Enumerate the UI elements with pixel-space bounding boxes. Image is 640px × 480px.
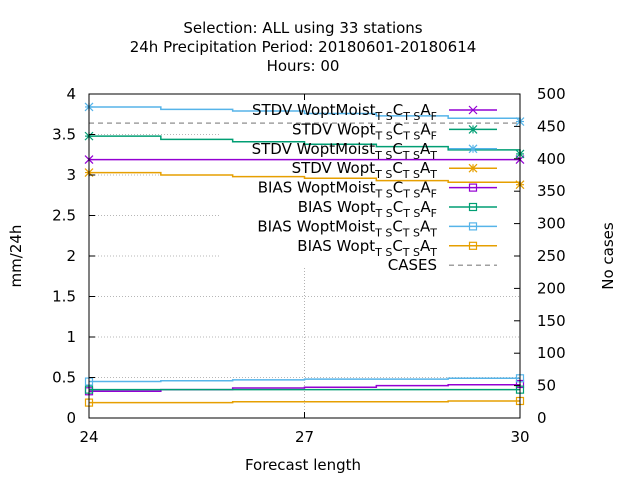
legend-label: CASES xyxy=(388,256,437,274)
legend-entry-8: CASES xyxy=(388,256,497,274)
y2-tick-label: 150 xyxy=(537,312,566,330)
x-axis-label: Forecast length xyxy=(245,456,361,474)
legend-label: STDV WoptMoistT SCT SAF xyxy=(252,101,437,123)
y-axis-label: mm/24h xyxy=(7,225,25,288)
legend-entry-2: STDV WoptMoistT SCT SAT xyxy=(252,140,497,162)
legend-label: STDV WoptMoistT SCT SAT xyxy=(252,140,438,162)
legend-entry-5: BIAS WoptT SCT SAF xyxy=(298,198,497,220)
legend-entry-4: BIAS WoptMoistT SCT SAF xyxy=(258,179,497,201)
x-tick-label: 30 xyxy=(510,428,529,446)
y2-tick-label: 50 xyxy=(537,377,556,395)
axes: 0 0.5 1 1.5 2 2.5 3 3.5 4 0 50 100 150 200 250 300 350 40… xyxy=(52,85,566,446)
y2-tick-label: 250 xyxy=(537,247,566,265)
legend-entry-6: BIAS WoptMoistT SCT SAT xyxy=(257,217,497,239)
chart-title: Selection: ALL using 33 stations 24h Pre… xyxy=(130,19,477,75)
y2-tick-label: 0 xyxy=(537,409,547,427)
legend-entry-1: STDV WoptT SCT SAF xyxy=(292,120,497,142)
y-tick-label: 3 xyxy=(66,166,76,184)
y-tick-label: 0.5 xyxy=(52,369,76,387)
y2-tick-label: 100 xyxy=(537,344,566,362)
series-line xyxy=(89,135,521,154)
legend-label: BIAS WoptT SCT SAT xyxy=(297,237,437,259)
legend-label: STDV WoptT SCT SAF xyxy=(292,120,437,142)
y-tick-label: 2.5 xyxy=(52,207,76,225)
y2-tick-label: 350 xyxy=(537,182,566,200)
y-tick-label: 1 xyxy=(66,328,76,346)
series-7 xyxy=(84,396,525,407)
title-line-2: 24h Precipitation Period: 20180601-20180… xyxy=(130,38,477,56)
y-tick-label: 4 xyxy=(66,85,76,103)
y-tick-label: 2 xyxy=(66,247,76,265)
legend-entry-7: BIAS WoptT SCT SAT xyxy=(297,237,497,259)
series-line xyxy=(89,171,521,185)
y-tick-label: 0 xyxy=(66,409,76,427)
series-line xyxy=(89,400,520,404)
y2-tick-label: 200 xyxy=(537,279,566,297)
grid xyxy=(89,134,520,418)
y-tick-label: 3.5 xyxy=(52,126,76,144)
x-tick-label: 27 xyxy=(295,428,314,446)
y2-tick-label: 400 xyxy=(537,150,566,168)
y2-tick-label: 300 xyxy=(537,215,566,233)
legend-label: BIAS WoptMoistT SCT SAT xyxy=(257,217,437,239)
legend-label: BIAS WoptT SCT SAF xyxy=(298,198,437,220)
y2-axis-label: No cases xyxy=(599,222,617,290)
x-tick-label: 24 xyxy=(79,428,98,446)
y2-tick-label: 450 xyxy=(537,117,566,135)
series-line xyxy=(89,377,520,383)
title-line-3: Hours: 00 xyxy=(267,57,340,75)
legend-entry-0: STDV WoptMoistT SCT SAF xyxy=(252,101,497,123)
y2-tick-label: 500 xyxy=(537,85,566,103)
y-tick-label: 1.5 xyxy=(52,288,76,306)
legend-label: STDV WoptT SCT SAT xyxy=(292,159,438,181)
legend-entry-3: STDV WoptT SCT SAT xyxy=(292,159,497,181)
series-line xyxy=(89,106,521,122)
legend-label: BIAS WoptMoistT SCT SAF xyxy=(258,179,437,201)
title-line-1: Selection: ALL using 33 stations xyxy=(183,19,422,37)
